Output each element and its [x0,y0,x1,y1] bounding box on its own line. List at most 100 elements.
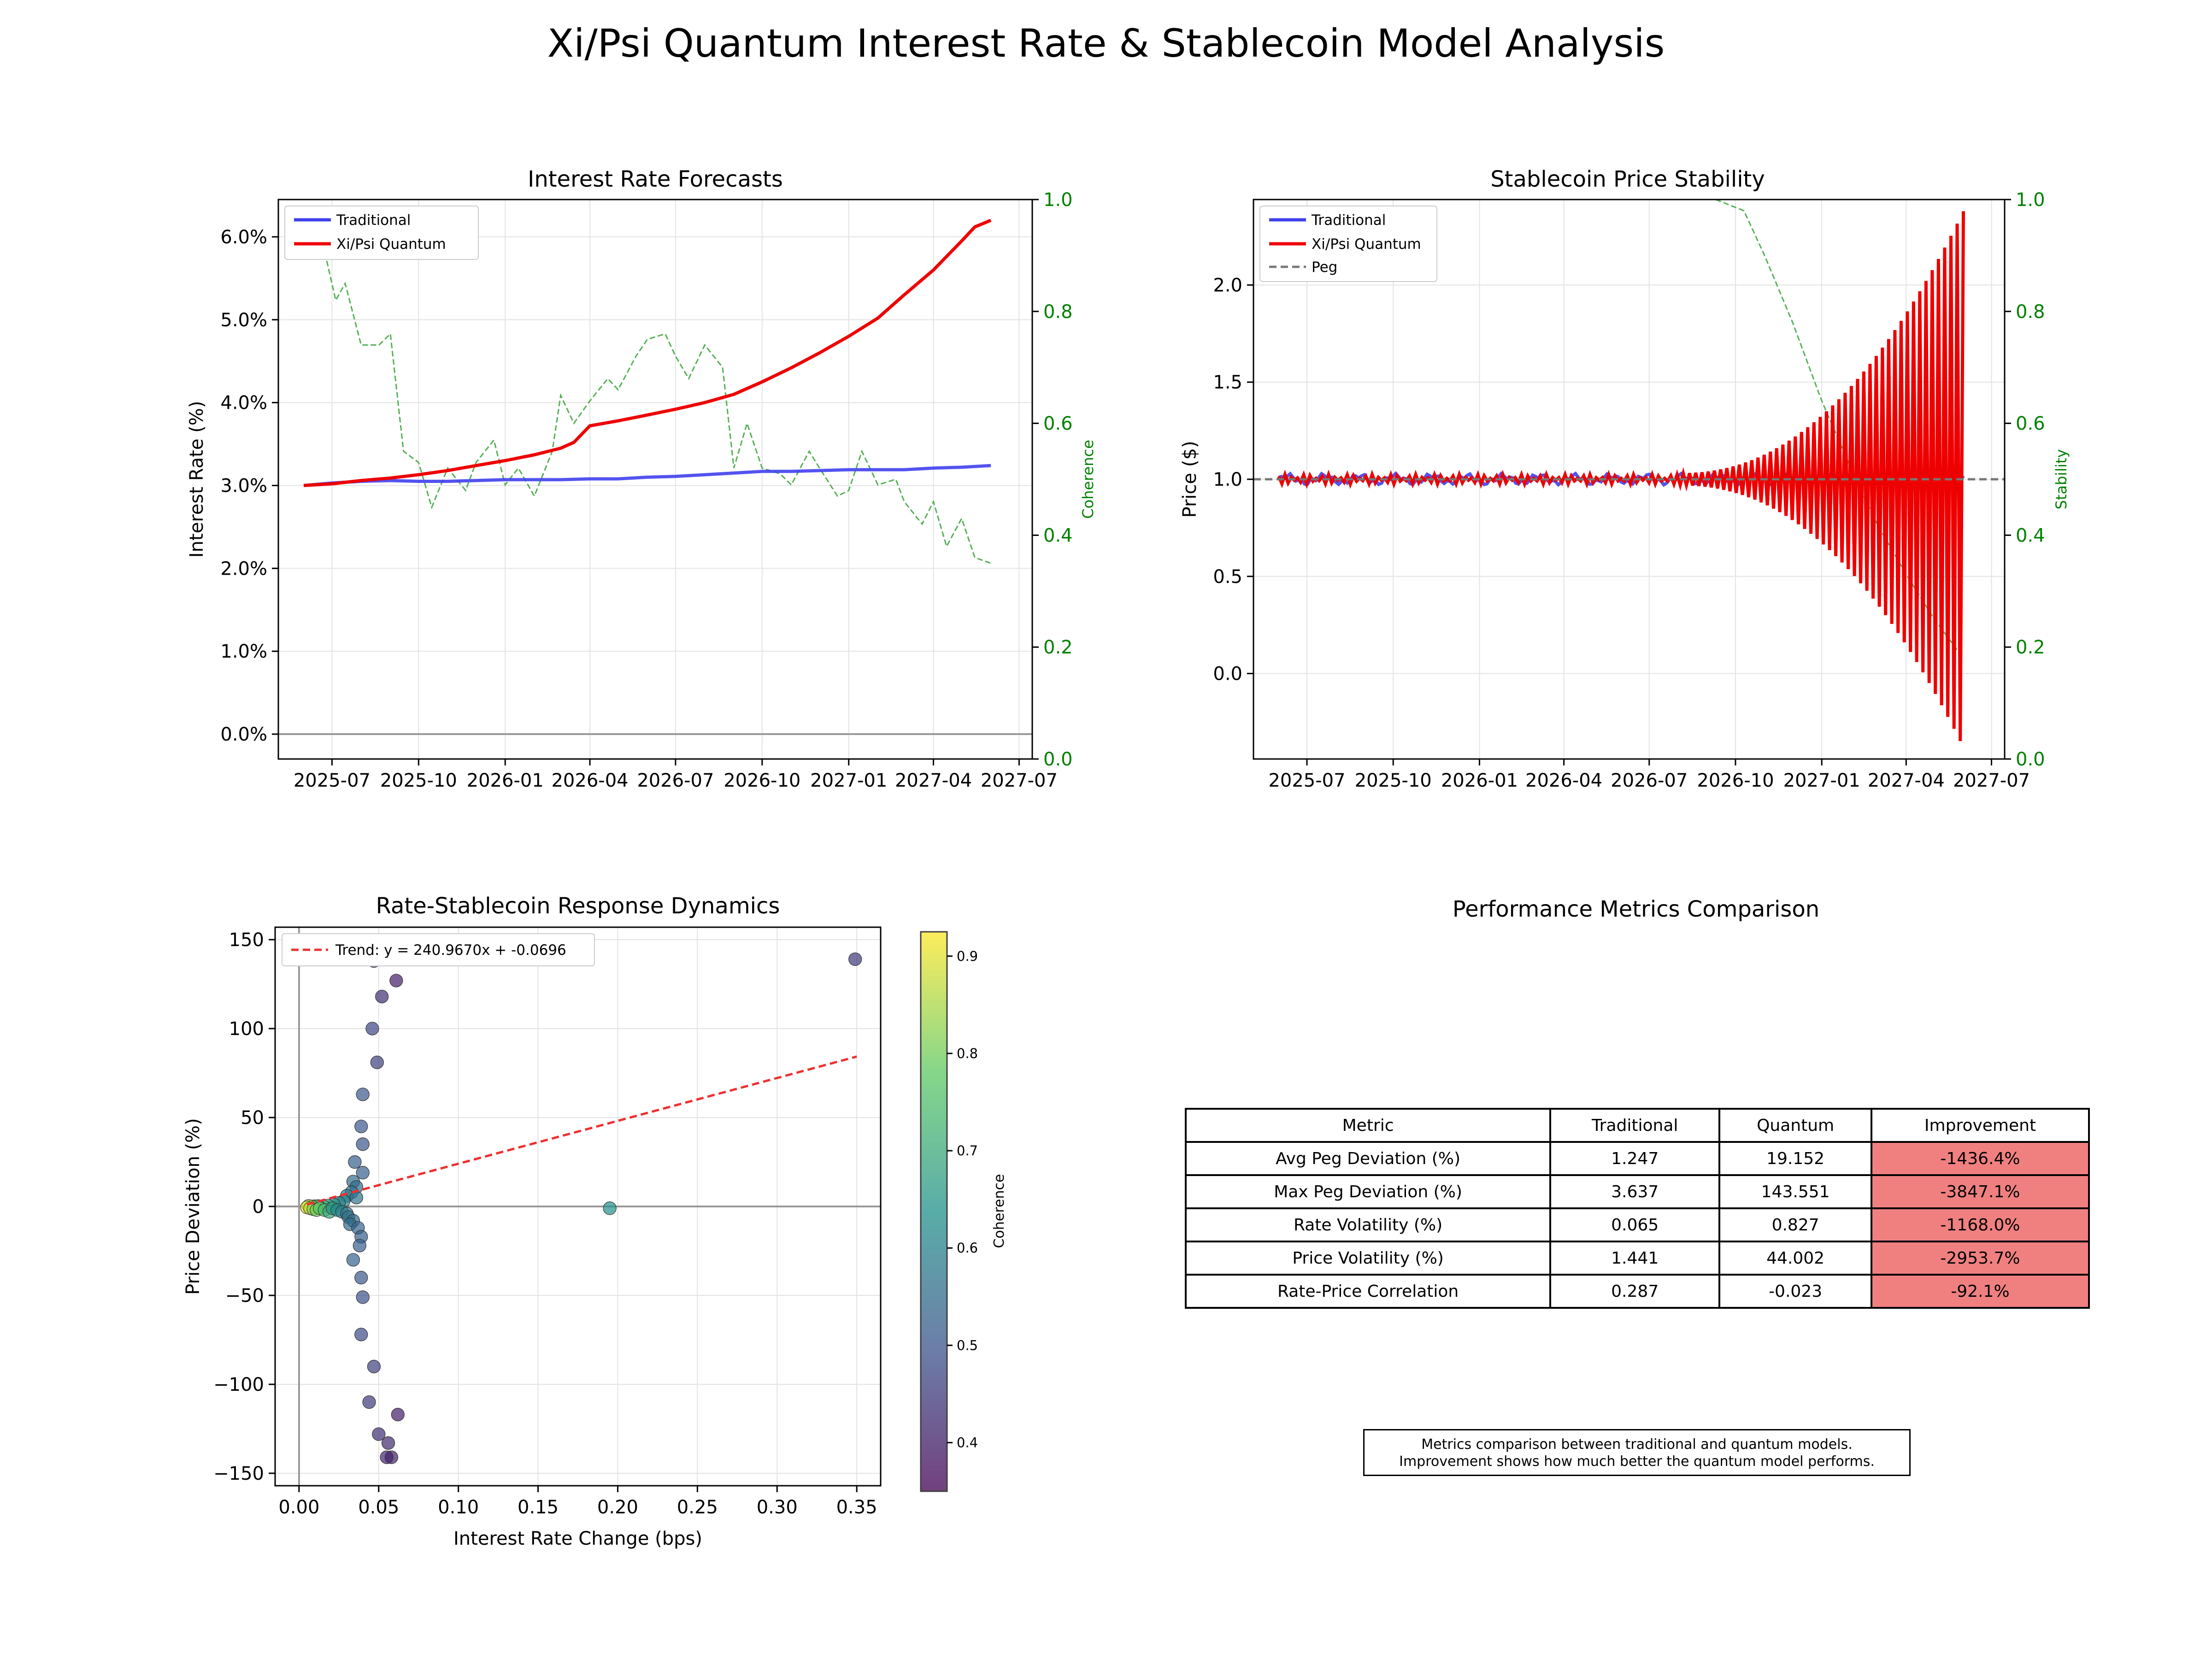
scatter-point [367,1359,381,1373]
chart3-xlabel: Interest Rate Change (bps) [453,1528,702,1549]
chart1-xtick-label: 2026-07 [637,770,714,791]
chart3-legend-trend: Trend: y = 240.9670x + -0.0696 [335,942,566,959]
table-cell: 44.002 [1718,1241,1872,1276]
chart1-frame [277,199,1033,760]
chart1-ytick-label: 1.0% [220,641,267,662]
chart2-ytick-label: 2.0 [1213,275,1242,296]
interest-rate-chart: Interest Rate Forecasts 2025-07 2025-10 20… [186,166,1097,791]
table-cell: Rate Volatility (%) [1184,1207,1552,1242]
chart1-ylabel: Interest Rate (%) [186,401,207,558]
colorbar-label: Coherence [991,1174,1007,1248]
chart2-xtick-label: 2026-04 [1525,770,1602,791]
table-cell: 1.247 [1549,1141,1721,1176]
scatter-point [346,1253,360,1267]
scatter-point [365,1022,379,1035]
scatter-point [348,1155,362,1169]
table-cell: -0.023 [1718,1274,1872,1309]
chart3-ytick-label: 50 [241,1107,264,1129]
chart2-xtick-label: 2025-10 [1355,770,1432,791]
metrics-note: Metrics comparison between traditional a… [1363,1429,1911,1476]
chart3-ytick-label: −100 [213,1374,264,1395]
chart2-xtick-label: 2027-07 [1953,770,2030,791]
table-cell: 143.551 [1718,1174,1872,1209]
chart3-ylabel: Price Deviation (%) [182,1118,204,1295]
chart2-xtick-label: 2026-07 [1611,770,1688,791]
colorbar-tick-label: 0.5 [957,1337,978,1353]
metrics-note-line1: Metrics comparison between traditional a… [1421,1436,1853,1453]
scatter-chart: Rate-Stablecoin Response Dynamics 0.00 0.… [182,893,1007,1549]
stability-line [1715,199,1964,659]
colorbar-tick-label: 0.8 [957,1046,978,1061]
chart1-ytick-label: 6.0% [220,227,267,248]
chart3-ytick-label: 100 [229,1018,264,1040]
chart1-xtick-label: 2027-07 [981,770,1058,791]
chart3-xtick-label: 0.25 [677,1497,718,1518]
table-row: Max Peg Deviation (%) 3.637 143.551 -384… [1184,1174,2090,1209]
chart3-legend: Trend: y = 240.9670x + -0.0696 [282,933,595,966]
colorbar: 0.4 0.5 0.6 0.7 0.8 0.9 Coherence [920,931,1007,1492]
table-cell: 19.152 [1718,1141,1872,1176]
trend-line [306,1055,857,1206]
chart3-ytick-label: −150 [213,1463,264,1484]
chart2-y2tick-label: 0.6 [2016,413,2045,435]
scatter-point [356,1290,370,1304]
chart2-xtick-label: 2027-04 [1868,770,1945,791]
chart3-xtick-label: 0.20 [597,1497,638,1518]
table-row: Price Volatility (%) 1.441 44.002 -2953.… [1184,1241,2090,1276]
table-header-cell: Quantum [1718,1108,1872,1143]
scatter-point [381,1436,395,1450]
table-cell: 0.287 [1549,1274,1721,1309]
improvement-cell: -2953.7% [1871,1241,2090,1276]
scatter-point [389,974,403,988]
scatter-point [354,1119,368,1133]
chart2-legend-peg: Peg [1312,259,1337,276]
chart3-ytick-label: 150 [229,930,264,951]
chart2-ytick-label: 1.0 [1213,469,1242,490]
scatter-point [356,1166,370,1180]
scatter-point [391,1408,405,1422]
chart2-title: Stablecoin Price Stability [1490,166,1765,192]
stablecoin-chart: Stablecoin Price Stability 2025-07 2025-1… [1179,166,2070,791]
quantum-price-line [1277,211,1965,741]
chart1-y2tick-label: 1.0 [1043,189,1073,211]
chart1-legend: Traditional Xi/Psi Quantum [284,206,479,260]
table-header-cell: Metric [1184,1108,1552,1143]
chart2-ytick-label: 0.5 [1213,566,1242,588]
table-header-row: Metric Traditional Quantum Improvement [1184,1108,2090,1143]
chart2-xtick-label: 2026-10 [1697,770,1774,791]
chart2-y2tick-label: 1.0 [2016,189,2045,211]
improvement-cell: -92.1% [1871,1274,2090,1309]
table-row: Rate-Price Correlation 0.287 -0.023 -92.… [1184,1274,2090,1309]
improvement-cell: -1168.0% [1871,1207,2090,1242]
colorbar-tick-label: 0.6 [957,1240,978,1256]
table-cell: 0.827 [1718,1207,1872,1242]
chart1-xtick-label: 2027-04 [895,770,972,791]
chart2-y2tick-label: 0.2 [2016,637,2045,658]
colorbar-tick-label: 0.7 [957,1143,978,1159]
improvement-cell: -1436.4% [1871,1141,2090,1176]
chart2-ytick-label: 1.5 [1213,372,1242,393]
chart2-xtick-label: 2026-01 [1441,770,1518,791]
chart1-legend-quantum: Xi/Psi Quantum [336,236,446,253]
chart3-title: Rate-Stablecoin Response Dynamics [376,893,780,919]
table-header-cell: Traditional [1549,1108,1721,1143]
chart1-xtick-label: 2026-10 [724,770,800,791]
chart1-xtick-label: 2025-07 [294,770,371,791]
quantum-rate-line [303,218,992,487]
chart3-xtick-label: 0.10 [438,1497,479,1518]
chart3-xtick-label: 0.30 [757,1497,798,1518]
chart2-legend-quantum: Xi/Psi Quantum [1312,236,1421,253]
metrics-table: Metric Traditional Quantum Improvement A… [1184,1108,2090,1309]
scatter-point [354,1328,368,1341]
improvement-cell: -3847.1% [1871,1174,2090,1209]
table-cell: 0.065 [1549,1207,1721,1242]
figure-title: Xi/Psi Quantum Interest Rate & Stablecoi… [547,21,1665,66]
scatter-point [372,1427,386,1441]
scatter-point [362,1395,376,1409]
table-cell: Rate-Price Correlation [1184,1274,1552,1309]
chart1-xtick-label: 2025-10 [380,770,457,791]
chart3-xtick-label: 0.35 [836,1497,877,1518]
chart1-legend-traditional: Traditional [336,212,411,229]
chart2-ylabel: Price ($) [1179,441,1200,518]
